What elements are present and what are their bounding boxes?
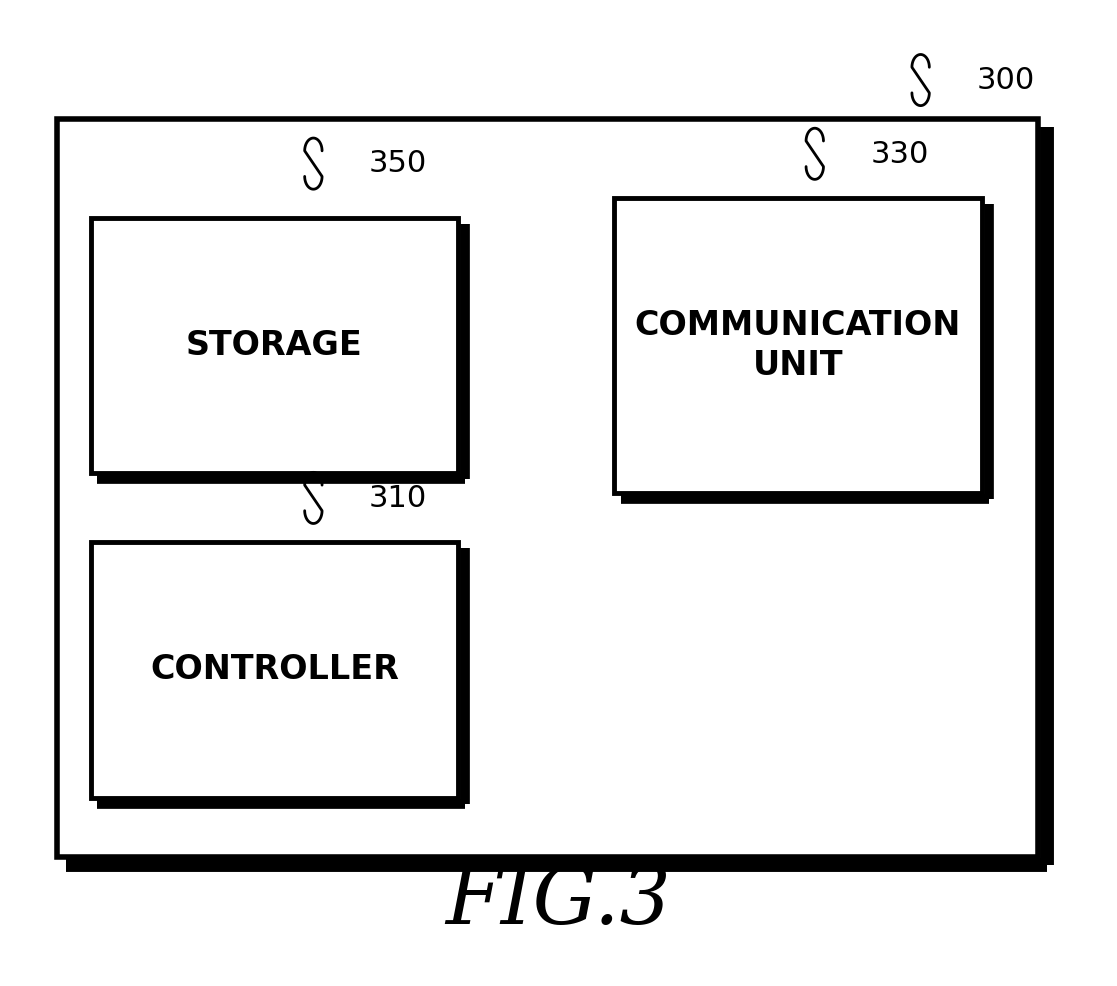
Text: FIG.3: FIG.3 xyxy=(446,863,671,941)
Text: STORAGE: STORAGE xyxy=(187,329,363,362)
Text: 350: 350 xyxy=(369,149,428,178)
Bar xyxy=(90,542,458,798)
Text: 300: 300 xyxy=(976,66,1034,95)
Text: 330: 330 xyxy=(870,140,929,169)
Text: COMMUNICATION
UNIT: COMMUNICATION UNIT xyxy=(634,309,962,383)
Text: 310: 310 xyxy=(369,484,428,513)
Text: CONTROLLER: CONTROLLER xyxy=(150,654,399,686)
Bar xyxy=(57,119,1038,857)
Bar xyxy=(90,218,458,473)
Bar xyxy=(614,198,982,493)
